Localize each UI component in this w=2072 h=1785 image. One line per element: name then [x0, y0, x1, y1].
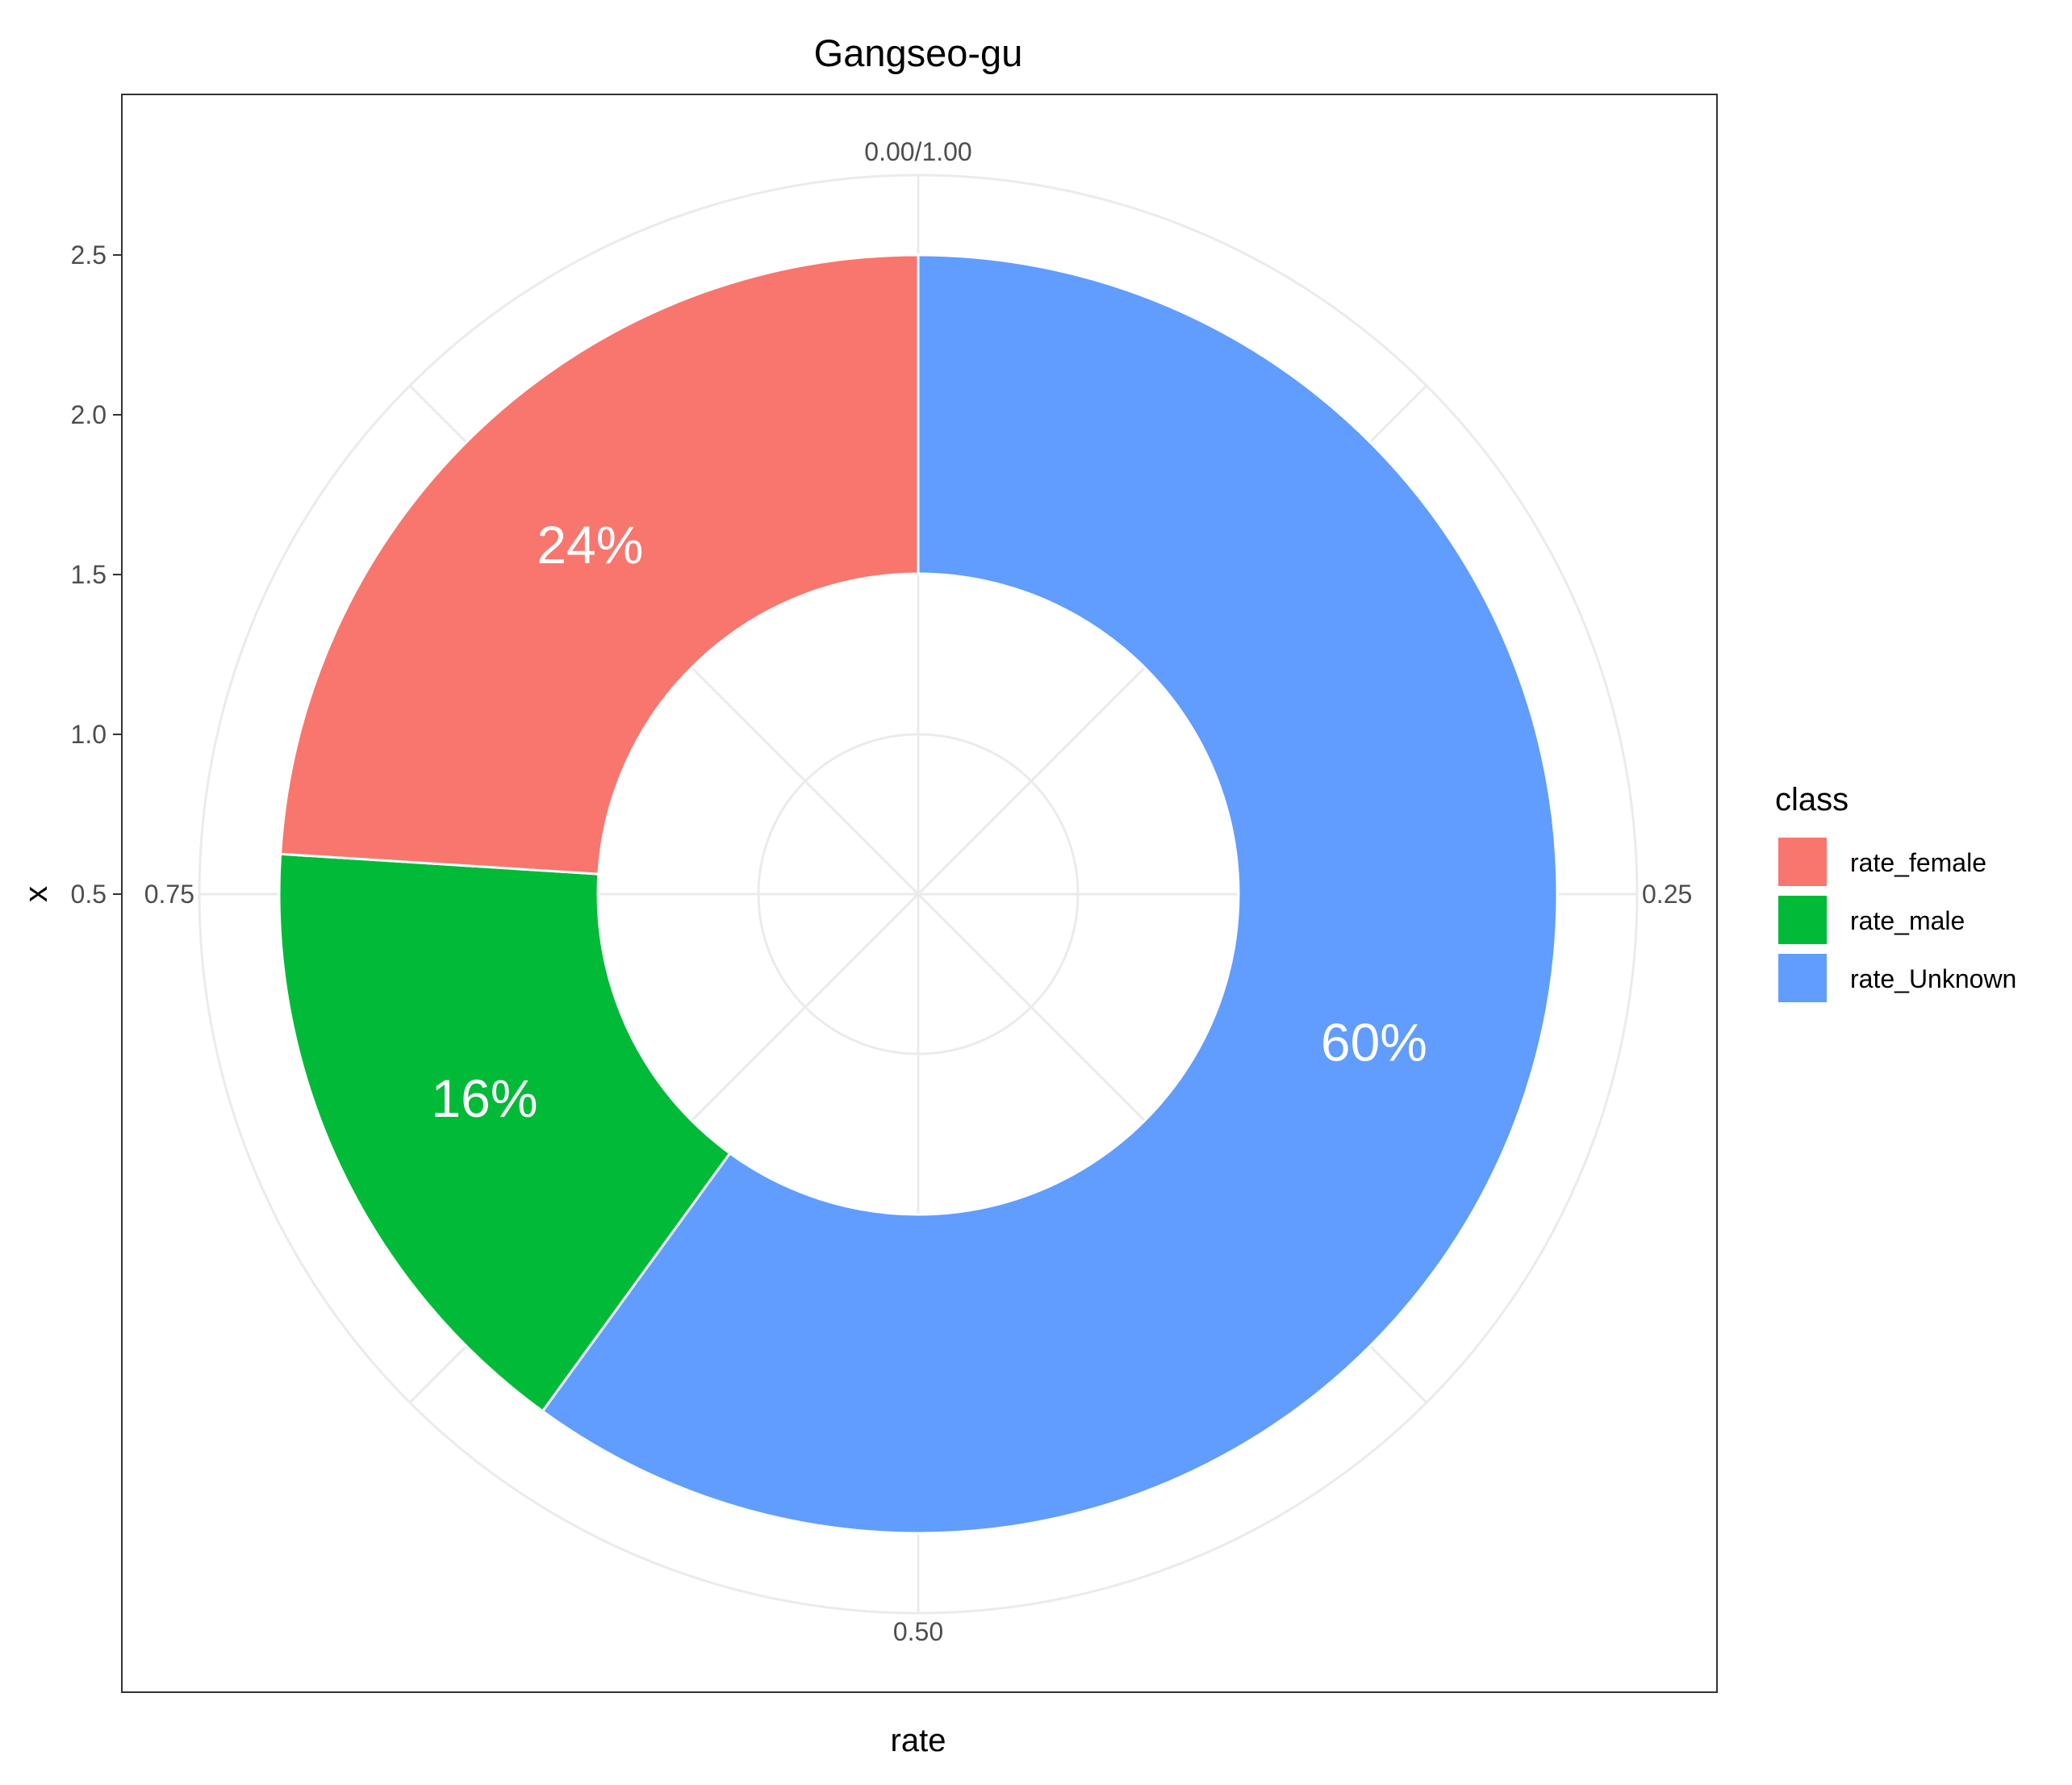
- legend-label-rate_Unknown: rate_Unknown: [1850, 964, 2016, 993]
- angle-tick-label: 0.25: [1642, 880, 1692, 909]
- angle-tick-labels: 0.00/1.00 0.25 0.50 0.75: [144, 137, 1693, 1646]
- legend-key-rate_male: [1778, 896, 1827, 944]
- y-tick-label: 1.0: [71, 720, 107, 749]
- slice-label-rate_male: 16%: [431, 1068, 537, 1128]
- slice-rate_male: [278, 852, 732, 1413]
- slice-label-rate_female: 24%: [537, 515, 643, 575]
- legend: class rate_female rate_male rate_Unknown: [1775, 782, 2016, 1002]
- angle-tick-label: 0.75: [144, 880, 194, 909]
- legend-key-rate_Unknown: [1778, 954, 1827, 1002]
- y-tick-label: 2.5: [71, 240, 107, 270]
- slice-labels: 60% 16% 24%: [431, 515, 1427, 1128]
- y-axis-title: x: [19, 886, 54, 902]
- donut-slices: [278, 253, 1559, 1535]
- legend-label-rate_male: rate_male: [1850, 906, 1965, 935]
- x-axis-title: rate: [891, 1723, 946, 1758]
- y-tick-label: 1.5: [71, 560, 107, 589]
- angle-tick-label: 0.50: [893, 1617, 943, 1646]
- slice-rate_female: [278, 253, 920, 876]
- y-tick-label: 0.5: [71, 880, 107, 909]
- y-axis: 0.5 1.0 1.5 2.0 2.5: [71, 240, 122, 909]
- y-tick-label: 2.0: [71, 400, 107, 429]
- angle-tick-label: 0.00/1.00: [864, 137, 971, 166]
- slice-label-rate_Unknown: 60%: [1321, 1013, 1427, 1072]
- legend-key-rate_female: [1778, 838, 1827, 886]
- slice-rate_Unknown: [541, 253, 1559, 1535]
- legend-label-rate_female: rate_female: [1850, 848, 1986, 877]
- chart-title: Gangseo-gu: [814, 31, 1023, 74]
- legend-title: class: [1775, 782, 1849, 817]
